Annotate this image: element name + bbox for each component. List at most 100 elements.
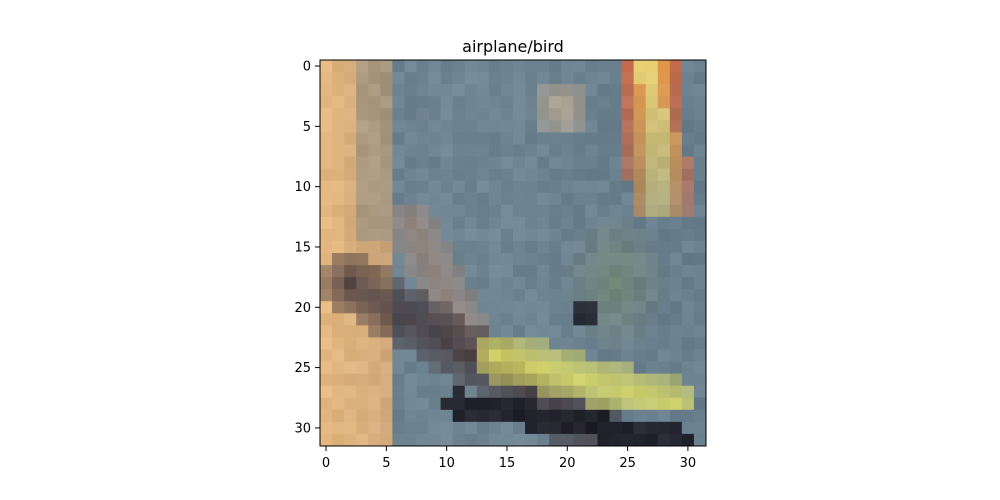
image-pixel [537, 72, 550, 85]
image-pixel [332, 144, 345, 157]
image-pixel [657, 265, 671, 278]
image-pixel [561, 301, 574, 314]
image-pixel [332, 433, 345, 447]
image-pixel [452, 96, 466, 109]
image-pixel [693, 132, 707, 145]
image-pixel [380, 228, 393, 242]
image-pixel [356, 313, 369, 326]
image-pixel [344, 240, 357, 254]
image-pixel [416, 421, 429, 435]
image-pixel [585, 385, 598, 399]
image-pixel [669, 289, 683, 302]
image-pixel [416, 204, 429, 218]
image-pixel [549, 132, 562, 145]
image-pixel [621, 132, 634, 145]
image-pixel [356, 120, 369, 133]
image-pixel [380, 60, 393, 73]
image-pixel [525, 108, 538, 121]
image-pixel [320, 144, 333, 157]
image-pixel [681, 204, 695, 218]
image-pixel [320, 204, 333, 218]
image-pixel [597, 204, 610, 218]
image-pixel [500, 373, 514, 387]
image-pixel [609, 240, 622, 254]
image-pixel [549, 397, 562, 411]
image-pixel [488, 301, 502, 314]
image-pixel [669, 96, 683, 109]
image-pixel [561, 120, 574, 133]
image-pixel [573, 132, 586, 145]
image-pixel [464, 421, 478, 435]
image-pixel [320, 397, 333, 411]
image-pixel [392, 289, 405, 302]
image-pixel [561, 373, 574, 387]
image-pixel [428, 253, 441, 266]
image-pixel [344, 313, 357, 326]
image-pixel [428, 349, 441, 362]
image-pixel [633, 216, 647, 230]
image-pixel [404, 216, 417, 230]
image-pixel [681, 397, 695, 411]
image-pixel [452, 385, 466, 399]
image-pixel [368, 361, 381, 374]
image-pixel [633, 289, 647, 302]
image-pixel [368, 240, 381, 254]
image-pixel [332, 240, 345, 254]
image-pixel [452, 361, 466, 374]
image-pixel [380, 84, 393, 97]
image-pixel [488, 385, 502, 399]
image-pixel [320, 301, 333, 314]
image-pixel [585, 60, 598, 73]
image-pixel [549, 84, 562, 97]
image-pixel [440, 168, 454, 181]
image-pixel [356, 385, 369, 399]
image-pixel [525, 204, 538, 218]
image-pixel [320, 96, 333, 109]
image-pixel [549, 301, 562, 314]
image-pixel [537, 373, 550, 387]
image-pixel [657, 277, 671, 290]
image-pixel [452, 144, 466, 157]
image-pixel [573, 216, 586, 230]
image-pixel [488, 349, 502, 362]
image-pixel [537, 204, 550, 218]
image-pixel [332, 228, 345, 242]
image-pixel [657, 433, 671, 447]
image-pixel [428, 156, 441, 169]
image-pixel [428, 277, 441, 290]
image-pixel [669, 325, 683, 338]
image-pixel [320, 289, 333, 302]
image-pixel [645, 120, 659, 133]
image-pixel [537, 385, 550, 399]
image-pixel [513, 373, 526, 387]
image-pixel [356, 421, 369, 435]
image-pixel [657, 192, 671, 206]
image-pixel [513, 385, 526, 399]
image-pixel [332, 72, 345, 85]
image-pixel [464, 168, 478, 181]
image-pixel [476, 108, 490, 121]
image-pixel [488, 397, 502, 411]
image-pixel [561, 144, 574, 157]
image-pixel [645, 325, 659, 338]
image-pixel [669, 385, 683, 399]
image-pixel [693, 120, 707, 133]
image-pixel [621, 180, 634, 194]
image-pixel [573, 373, 586, 387]
image-pixel [537, 433, 550, 447]
image-pixel [380, 337, 393, 350]
image-pixel [416, 409, 429, 423]
image-pixel [404, 168, 417, 181]
image-pixel [332, 421, 345, 435]
image-pixel [452, 325, 466, 338]
image-pixel [669, 421, 683, 435]
image-pixel [368, 313, 381, 326]
image-pixel [561, 228, 574, 242]
image-pixel [633, 265, 647, 278]
image-pixel [609, 228, 622, 242]
image-pixel [537, 325, 550, 338]
image-pixel [392, 409, 405, 423]
image-pixel [561, 433, 574, 447]
image-pixel [513, 361, 526, 374]
image-pixel [573, 313, 586, 326]
